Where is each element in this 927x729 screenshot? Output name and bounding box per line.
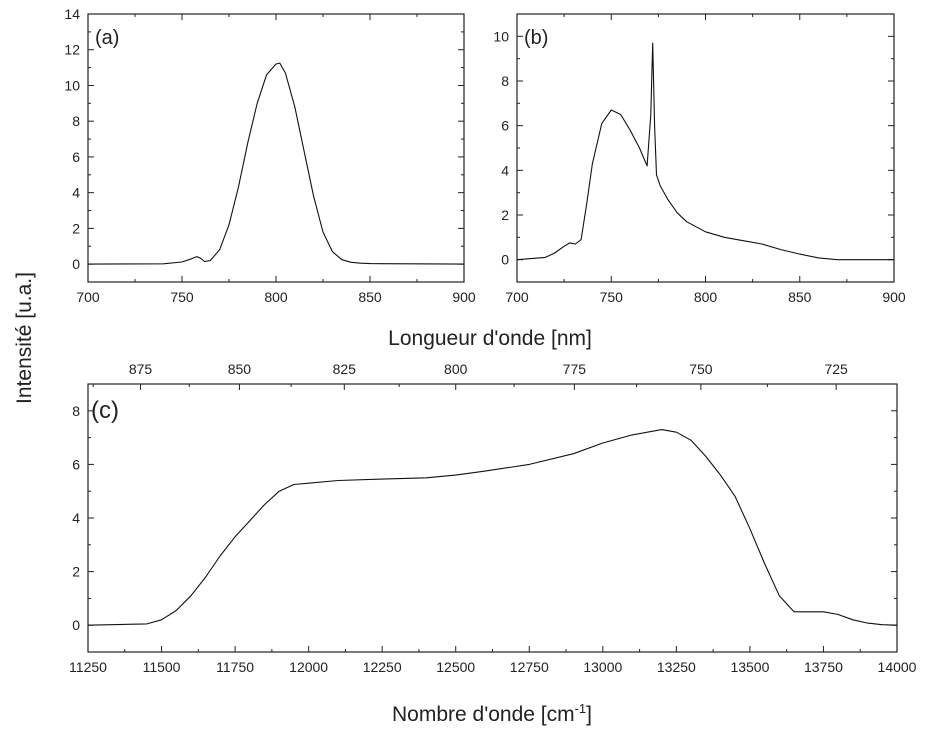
bottom-x-axis-title: Nombre d'onde [cm-1] [392,701,592,726]
y-tick-label-a: 0 [72,256,80,272]
y-tick-label-c: 8 [72,403,80,419]
ticks-c: 11250 11500 11750 12000 12250 12500 12750 13000… [69,383,917,675]
x-tick-label-b: 750 [600,289,624,305]
x-tick-label-c: 11750 [216,659,254,675]
x-tick-label-b: 850 [788,289,812,305]
ticks-b: 700 750 800 850 900 0 2 4 6 8 10 [493,13,906,305]
panel-label-c: (c) [91,397,119,424]
bottom-x-axis-title-end: ] [586,703,592,726]
x-tick-label-a: 700 [76,289,100,305]
x-tick-label-c: 12750 [510,659,549,675]
panel-a: 700 750 800 850 900 0 2 4 6 8 10 12 14 (a) [64,6,475,305]
y-tick-label-b: 8 [501,73,509,89]
y-tick-label-b: 4 [501,162,509,178]
x-tick-label-c: 12500 [436,659,475,675]
y-tick-label-a: 10 [64,77,80,93]
top-x-tick-label-c: 800 [444,361,468,377]
panel-c: 11250 11500 11750 12000 12250 12500 12750 13000… [69,361,917,675]
y-tick-label-a: 6 [72,149,80,165]
top-x-axis-title: Longueur d'onde [nm] [388,327,592,350]
x-tick-label-c: 13500 [730,659,769,675]
x-tick-label-c: 11250 [69,659,107,675]
y-tick-label-a: 2 [72,220,80,236]
series-line-b [516,42,894,261]
x-tick-label-a: 850 [358,289,382,305]
y-axis-title: Intensité [u.a.] [13,272,36,404]
ticks-a: 700 750 800 850 900 0 2 4 6 8 10 12 14 [64,6,475,305]
x-tick-label-b: 900 [882,289,906,305]
x-tick-label-a: 750 [170,289,194,305]
top-x-tick-label-c: 850 [228,361,252,377]
x-tick-label-c: 13000 [583,659,622,675]
bottom-x-axis-title-main: Nombre d'onde [cm [392,703,575,726]
x-tick-label-b: 700 [505,289,529,305]
x-tick-label-c: 13250 [657,659,696,675]
y-tick-label-c: 2 [72,564,80,580]
y-tick-label-c: 4 [72,510,80,526]
bottom-x-axis-title-sup: -1 [575,701,587,716]
x-tick-label-c: 12250 [363,659,402,675]
plot-frame-a [87,13,465,283]
top-x-tick-label-c: 775 [563,361,587,377]
series-line-c [87,429,898,626]
y-tick-label-c: 6 [72,456,80,472]
top-x-tick-label-c: 725 [824,361,848,377]
x-tick-label-a: 800 [264,289,288,305]
y-tick-label-b: 0 [501,252,509,268]
x-tick-label-c: 14000 [878,659,917,675]
x-tick-label-c: 12000 [289,659,328,675]
top-ticks-c: 875 850 825 800 775 750 725 [92,361,848,390]
y-tick-label-b: 10 [493,28,509,44]
y-tick-label-b: 6 [501,118,509,134]
panel-b: 700 750 800 850 900 0 2 4 6 8 10 (b) [493,13,906,305]
y-tick-label-b: 2 [501,207,509,223]
top-x-tick-label-c: 750 [689,361,713,377]
series-line-a [87,62,465,265]
plot-frame-c [87,383,898,653]
x-tick-label-b: 800 [694,289,718,305]
x-tick-label-c: 13750 [804,659,843,675]
panel-label-a: (a) [95,27,119,49]
y-tick-label-a: 8 [72,113,80,129]
top-x-tick-label-c: 875 [129,361,153,377]
panel-label-b: (b) [524,27,548,49]
y-tick-label-a: 12 [64,42,80,58]
y-tick-label-c: 0 [72,617,80,633]
x-tick-label-a: 900 [452,289,476,305]
y-tick-label-a: 4 [72,185,80,201]
x-tick-label-c: 11500 [143,659,181,675]
y-tick-label-a: 14 [64,6,80,22]
top-x-tick-label-c: 825 [333,361,357,377]
plot-frame-b [516,13,895,283]
